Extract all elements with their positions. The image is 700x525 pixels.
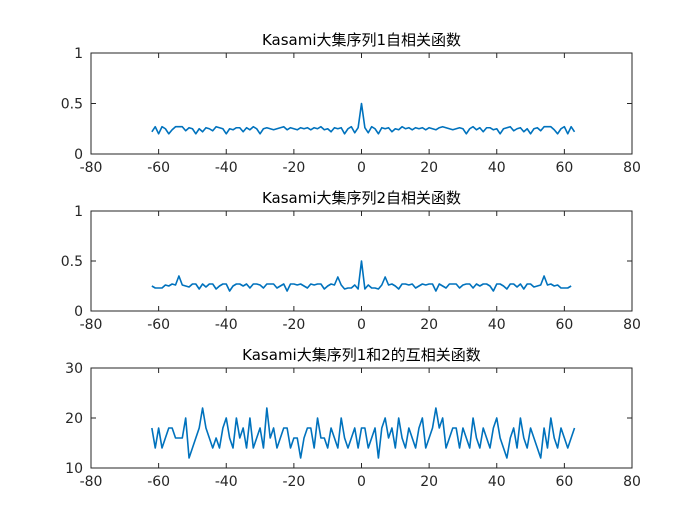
y-tick-label: 0.5 (61, 97, 83, 113)
x-tick-label: 20 (420, 160, 438, 176)
x-tick-label: 40 (488, 474, 506, 490)
series-line-2 (151, 260, 572, 292)
x-tick-label: -20 (282, 160, 305, 176)
x-tick-label: -60 (147, 474, 170, 490)
x-tick-label: -20 (282, 317, 305, 333)
x-tick-label: 0 (357, 317, 366, 333)
x-tick-label: 80 (623, 317, 641, 333)
y-tick-label: 10 (65, 461, 83, 477)
x-tick-label: 60 (555, 160, 573, 176)
chart-title-3: Kasami大集序列1和2的互相关函数 (242, 346, 481, 364)
series-line-1 (151, 102, 576, 135)
x-tick-label: -80 (80, 474, 103, 490)
y-tick-label: 20 (65, 411, 83, 427)
y-tick-label: 1 (74, 204, 83, 220)
x-tick-label: 40 (488, 160, 506, 176)
chart-title-1: Kasami大集序列1自相关函数 (262, 31, 461, 49)
y-tick-label: 0.5 (61, 254, 83, 270)
x-tick-label: -60 (147, 317, 170, 333)
x-tick-label: 0 (357, 160, 366, 176)
y-tick-label: 1 (74, 46, 83, 62)
x-tick-label: -80 (80, 317, 103, 333)
chart-title-2: Kasami大集序列2自相关函数 (262, 189, 461, 207)
x-tick-label: 60 (555, 474, 573, 490)
x-tick-label: -40 (215, 474, 238, 490)
x-tick-label: 80 (623, 160, 641, 176)
x-tick-label: -20 (282, 474, 305, 490)
x-tick-label: 20 (420, 474, 438, 490)
x-tick-label: 40 (488, 317, 506, 333)
x-tick-label: 80 (623, 474, 641, 490)
x-tick-label: -40 (215, 317, 238, 333)
x-tick-label: 0 (357, 474, 366, 490)
x-tick-label: 20 (420, 317, 438, 333)
x-tick-label: 60 (555, 317, 573, 333)
y-tick-label: 0 (74, 147, 83, 163)
x-tick-label: -60 (147, 160, 170, 176)
series-line-3 (151, 407, 576, 459)
x-tick-label: -40 (215, 160, 238, 176)
y-tick-label: 0 (74, 304, 83, 320)
y-tick-label: 30 (65, 361, 83, 377)
x-tick-label: -80 (80, 160, 103, 176)
